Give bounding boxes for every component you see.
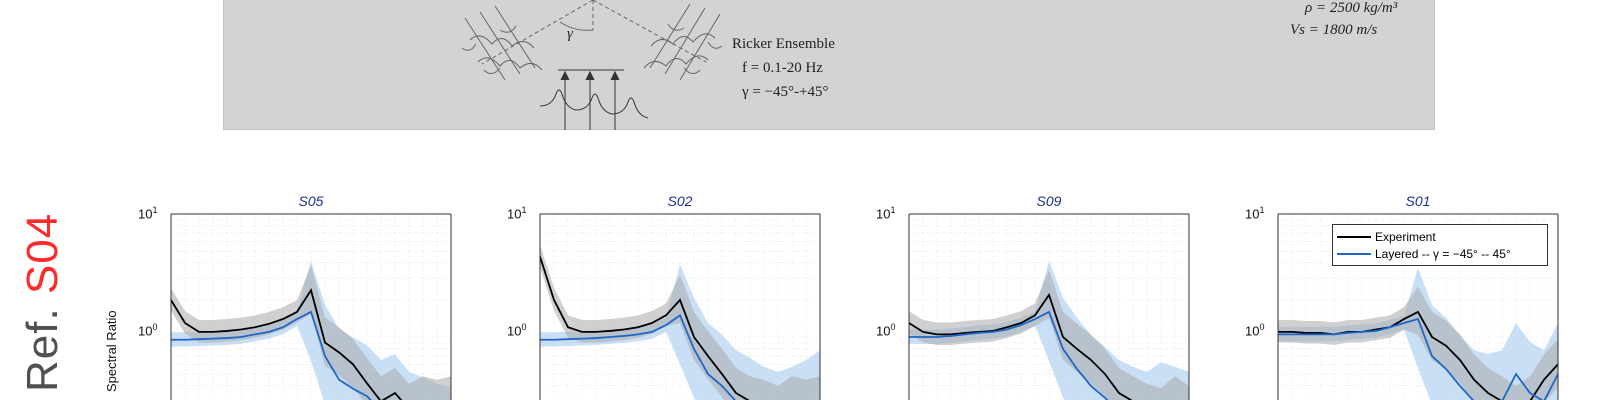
ytick-label-s05-mid: 100 [138, 322, 158, 339]
legend-entry-layered: Layered -- γ = −45° -- 45° [1337, 246, 1511, 262]
grid-s09 [909, 214, 1189, 400]
density-param: ρ = 2500 kg/m³ [1305, 0, 1398, 16]
legend-label-layered: Layered -- γ = −45° -- 45° [1375, 247, 1511, 261]
grid-s02 [540, 214, 820, 400]
series-line-experiment-s05 [170, 288, 403, 400]
band-layered-s09 [909, 260, 1189, 400]
panel-title-s02: S02 [667, 193, 693, 209]
panel-title-s09: S09 [1036, 193, 1062, 209]
shear-velocity-param: Vs = 1800 m/s [1290, 22, 1378, 38]
series-line-experiment-s02 [539, 256, 750, 400]
band-layered-s05 [171, 260, 451, 400]
legend-label-experiment: Experiment [1375, 230, 1436, 244]
series-line-layered-s05 [171, 310, 372, 400]
ytick-label-s02-top: 101 [507, 205, 527, 222]
ytick-label-s01-mid: 100 [1245, 322, 1265, 339]
series-line-layered-s02 [540, 313, 737, 400]
model-banner [223, 0, 1435, 130]
chart-panel-s09 [908, 213, 1190, 400]
series-line-experiment-s01 [1278, 310, 1559, 400]
ricker-frequency: f = 0.1-20 Hz [742, 60, 823, 76]
panel-title-s05: S05 [298, 193, 324, 209]
legend: Experiment Layered -- γ = −45° -- 45° [1332, 224, 1548, 266]
band-experiment-s01 [1278, 286, 1558, 400]
ytick-label-s09-mid: 100 [876, 322, 896, 339]
series-line-layered-s01 [1278, 317, 1559, 400]
series-line-layered-s09 [909, 310, 1109, 400]
chart-panel-s02 [539, 213, 821, 400]
ricker-title: Ricker Ensemble [732, 36, 835, 52]
grid-s05 [171, 214, 451, 400]
legend-swatch-experiment [1337, 236, 1371, 238]
angle-symbol: γ [567, 26, 573, 42]
ytick-label-s09-top: 101 [876, 205, 896, 222]
chart-panel-s05 [170, 213, 452, 400]
ytick-label-s05-top: 101 [138, 205, 158, 222]
ytick-label-s02-mid: 100 [507, 322, 527, 339]
ricker-angle-range: γ = −45°-+45° [742, 84, 829, 100]
series-line-experiment-s09 [908, 292, 1133, 400]
legend-swatch-layered [1337, 253, 1371, 255]
band-experiment-s02 [540, 244, 820, 400]
panel-title-s01: S01 [1405, 193, 1431, 209]
legend-entry-experiment: Experiment [1337, 229, 1436, 245]
ytick-label-s01-top: 101 [1245, 205, 1265, 222]
band-layered-s02 [540, 264, 820, 400]
